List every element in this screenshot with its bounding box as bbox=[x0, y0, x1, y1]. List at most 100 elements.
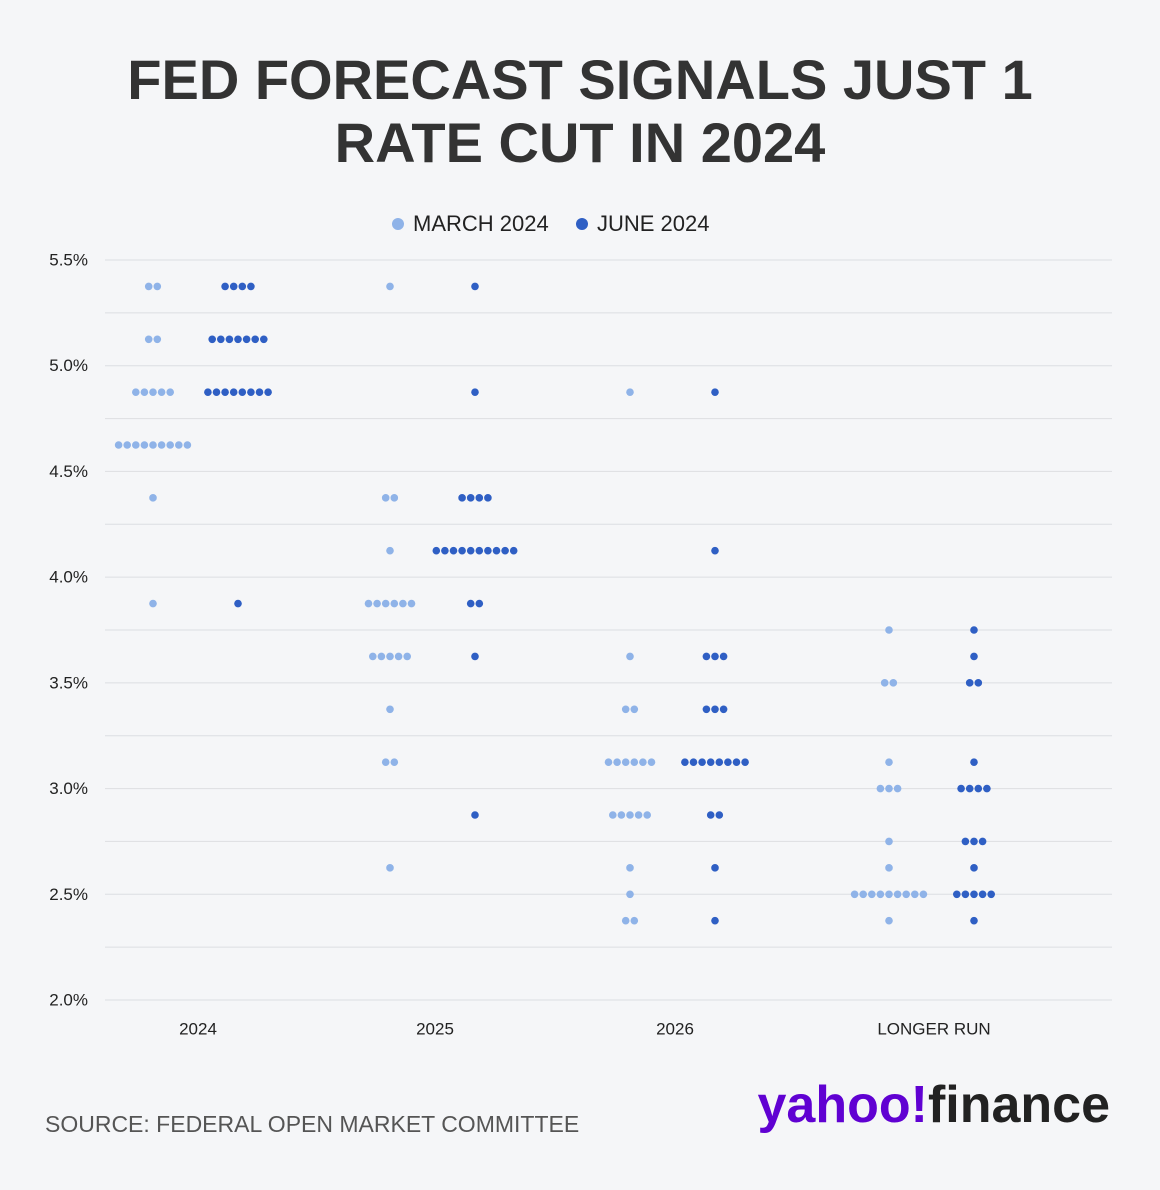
dot bbox=[626, 890, 634, 899]
dot bbox=[711, 388, 719, 396]
dot bbox=[449, 546, 458, 555]
dot bbox=[621, 705, 630, 714]
dot bbox=[970, 864, 978, 872]
dot bbox=[961, 890, 970, 899]
dot bbox=[458, 546, 466, 555]
dot bbox=[432, 546, 441, 555]
dot bbox=[247, 282, 255, 291]
dot bbox=[484, 546, 492, 555]
x-tick-label: 2026 bbox=[656, 1019, 694, 1038]
dot bbox=[702, 705, 711, 714]
y-tick-label: 3.0% bbox=[49, 779, 88, 798]
dot bbox=[609, 811, 617, 819]
dot bbox=[484, 494, 492, 502]
dot bbox=[885, 758, 893, 766]
legend-label: MARCH 2024 bbox=[413, 211, 549, 236]
dot bbox=[859, 890, 867, 899]
dot bbox=[880, 679, 889, 687]
dot bbox=[234, 599, 242, 608]
dot bbox=[634, 811, 643, 819]
x-tick-label: 2025 bbox=[416, 1019, 454, 1038]
dot bbox=[251, 335, 259, 344]
dot bbox=[876, 784, 885, 793]
dot bbox=[715, 811, 724, 819]
dot bbox=[711, 546, 719, 555]
legend-marker bbox=[576, 218, 588, 230]
y-tick-label: 4.5% bbox=[49, 462, 88, 481]
dot bbox=[630, 916, 639, 925]
dot bbox=[386, 864, 394, 872]
y-tick-label: 3.5% bbox=[49, 673, 88, 692]
dot bbox=[403, 652, 412, 661]
dot bbox=[238, 388, 247, 396]
dot bbox=[212, 388, 221, 396]
dot bbox=[893, 784, 902, 793]
dot bbox=[475, 599, 484, 608]
dot bbox=[471, 652, 479, 661]
dot bbox=[711, 652, 719, 661]
x-tick-label: LONGER RUN bbox=[877, 1019, 990, 1038]
dot bbox=[153, 335, 162, 344]
dot bbox=[390, 758, 399, 766]
dot bbox=[149, 441, 157, 449]
dot bbox=[471, 811, 479, 819]
dot bbox=[390, 494, 399, 502]
dot bbox=[974, 679, 983, 687]
dot bbox=[247, 388, 255, 396]
dot bbox=[166, 441, 174, 449]
dot bbox=[466, 599, 475, 608]
dot bbox=[390, 599, 399, 608]
dot bbox=[885, 890, 893, 899]
x-tick-label: 2024 bbox=[179, 1019, 217, 1038]
dot bbox=[965, 784, 974, 793]
dot bbox=[471, 282, 479, 291]
dot bbox=[157, 388, 166, 396]
dot bbox=[970, 652, 978, 661]
dot bbox=[613, 758, 621, 766]
dot bbox=[238, 282, 247, 291]
dot bbox=[893, 890, 902, 899]
dot bbox=[885, 626, 893, 634]
y-tick-label: 5.5% bbox=[49, 250, 88, 269]
source: SOURCE: FEDERAL OPEN MARKET COMMITTEE bbox=[45, 1111, 579, 1137]
dot bbox=[957, 784, 965, 793]
legend-label: JUNE 2024 bbox=[597, 211, 710, 236]
dot bbox=[885, 837, 893, 846]
dot bbox=[724, 758, 732, 766]
dot bbox=[501, 546, 509, 555]
dot bbox=[741, 758, 749, 766]
dot bbox=[911, 890, 919, 899]
dot bbox=[149, 599, 157, 608]
dot bbox=[983, 784, 991, 793]
dot bbox=[970, 758, 978, 766]
dot bbox=[965, 679, 974, 687]
dot bbox=[621, 916, 630, 925]
dot bbox=[175, 441, 183, 449]
dot bbox=[157, 441, 166, 449]
dot bbox=[114, 441, 123, 449]
dot bbox=[471, 388, 479, 396]
legend-marker bbox=[392, 218, 404, 230]
dot bbox=[711, 916, 719, 925]
dot bbox=[492, 546, 501, 555]
dot bbox=[441, 546, 449, 555]
dot bbox=[978, 837, 987, 846]
dot bbox=[711, 864, 719, 872]
dot bbox=[974, 784, 983, 793]
dot bbox=[970, 626, 978, 634]
dot bbox=[260, 335, 268, 344]
dot bbox=[970, 837, 978, 846]
dot bbox=[394, 652, 403, 661]
dot bbox=[719, 705, 728, 714]
dot bbox=[123, 441, 131, 449]
dot bbox=[876, 890, 885, 899]
dot bbox=[978, 890, 987, 899]
dot bbox=[961, 837, 970, 846]
dot bbox=[166, 388, 174, 396]
dot bbox=[386, 282, 394, 291]
dot bbox=[381, 494, 390, 502]
dot bbox=[132, 388, 140, 396]
dot bbox=[369, 652, 377, 661]
